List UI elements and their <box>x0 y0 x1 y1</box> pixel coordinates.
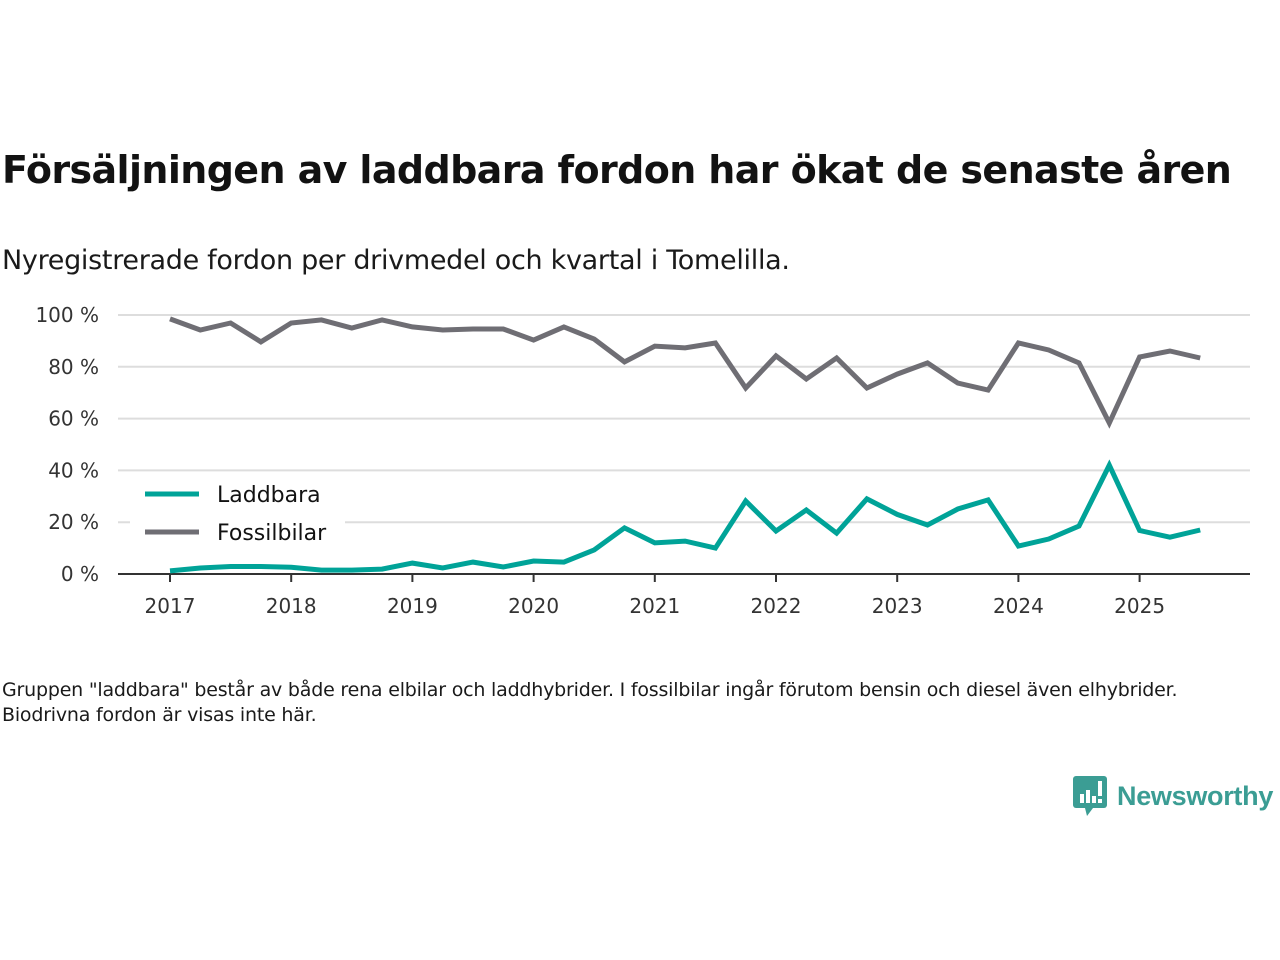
x-tick-label: 2023 <box>872 594 923 618</box>
x-axis: 2017 2018 2019 2020 2021 2022 2023 2024 2025 <box>118 573 1250 618</box>
chart-subtitle: Nyregistrerade fordon per drivmedel och … <box>2 245 790 276</box>
x-tick-label: 2021 <box>629 594 680 618</box>
x-tick-label: 2018 <box>266 594 317 618</box>
y-tick-label: 0 % <box>61 562 99 586</box>
series-line-fossilbilar <box>169 316 1201 429</box>
y-tick-label: 60 % <box>48 407 99 431</box>
legend-background <box>130 472 345 552</box>
y-tick-label: 40 % <box>48 458 99 482</box>
legend-label-laddbara: Laddbara <box>217 483 321 508</box>
x-tick-label: 2017 <box>145 594 196 618</box>
footnote: Gruppen "laddbara" består av både rena e… <box>2 679 1178 726</box>
legend: Laddbara Fossilbilar <box>130 472 345 552</box>
series-lines <box>169 316 1201 574</box>
line-chart: 0 % 20 % 40 % 60 % 80 % 100 % 2017 2018 2019 202… <box>35 303 1250 618</box>
series-line-laddbara <box>169 459 1201 574</box>
x-tick-label: 2024 <box>993 594 1044 618</box>
y-tick-label: 20 % <box>48 510 99 534</box>
newsworthy-logo[interactable]: Newsworthy <box>1073 776 1273 816</box>
x-tick-label: 2019 <box>387 594 438 618</box>
chart-title: Försäljningen av laddbara fordon har öka… <box>2 148 1232 192</box>
y-axis-tick-labels: 0 % 20 % 40 % 60 % 80 % 100 % <box>35 303 99 586</box>
legend-label-fossilbilar: Fossilbilar <box>217 521 327 546</box>
y-tick-label: 80 % <box>48 355 99 379</box>
x-tick-label: 2025 <box>1114 594 1165 618</box>
y-tick-label: 100 % <box>35 303 99 327</box>
x-tick-label: 2020 <box>508 594 559 618</box>
newsworthy-logo-icon <box>1073 776 1107 816</box>
gridlines <box>118 314 1250 524</box>
brand-name: Newsworthy <box>1117 780 1274 811</box>
x-tick-label: 2022 <box>751 594 802 618</box>
